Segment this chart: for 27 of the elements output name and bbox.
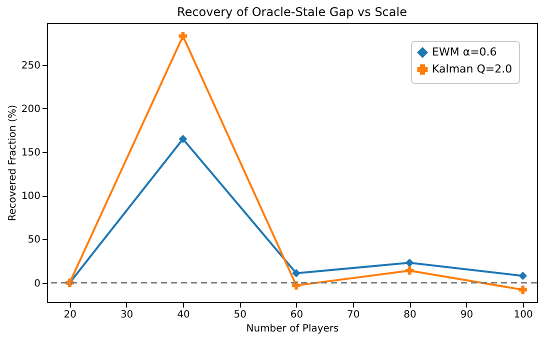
x-tick-label: 40 (177, 310, 190, 320)
x-tick-label: 30 (120, 310, 134, 320)
y-tick-label: 150 (21, 148, 40, 159)
y-tick-label: 100 (21, 191, 40, 202)
y-axis-title: Recovered Fraction (%) (7, 104, 18, 222)
y-tick-label: 200 (21, 104, 40, 115)
point (178, 134, 188, 144)
chart-title: Recovery of Oracle-Stale Gap vs Scale (177, 5, 407, 19)
y-tick-label: 250 (21, 60, 40, 72)
x-tick-label: 100 (514, 310, 533, 320)
x-tick-label: 80 (404, 310, 416, 320)
x-tick-label: 90 (460, 310, 474, 320)
x-tick-label: 50 (234, 310, 246, 320)
y-tick-label: 50 (28, 234, 40, 246)
y-tick-label: 0 (34, 278, 40, 290)
point (405, 266, 414, 275)
legend-label: Kalman Q=2.0 (432, 62, 512, 76)
point (292, 269, 300, 278)
x-axis-title: Number of Players (246, 324, 339, 334)
point (405, 258, 414, 267)
point (178, 32, 188, 40)
x-tick-label: 70 (347, 310, 360, 320)
point (518, 286, 528, 294)
x-tick-label: 60 (290, 310, 304, 320)
point (518, 272, 528, 280)
x-tick-label: 20 (64, 310, 77, 320)
legend-label: EWM α=0.6 (432, 46, 497, 58)
